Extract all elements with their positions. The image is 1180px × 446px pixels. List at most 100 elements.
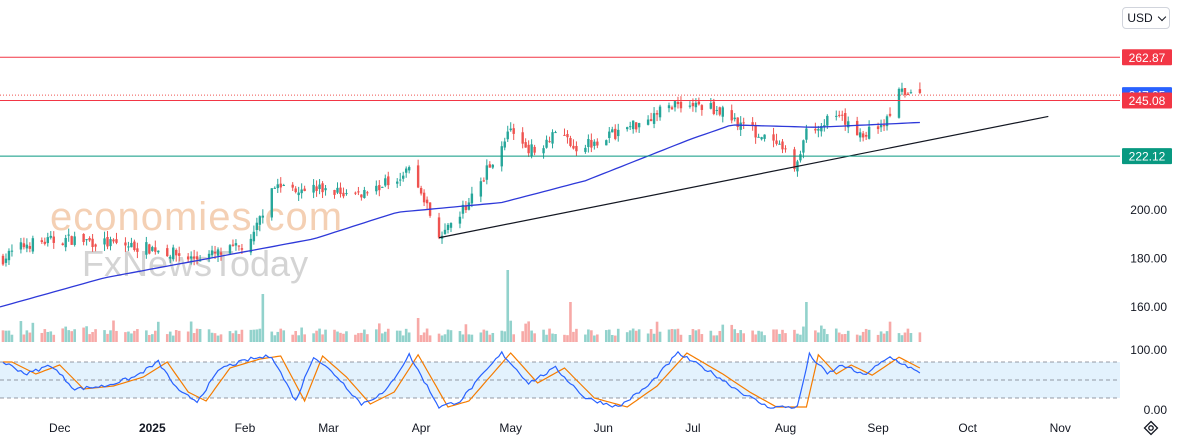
volume-bar bbox=[321, 334, 324, 342]
candle-body bbox=[778, 143, 781, 145]
volume-bar bbox=[40, 332, 44, 342]
candle-body bbox=[617, 129, 620, 137]
candle-body bbox=[458, 216, 462, 224]
volume-bar bbox=[198, 329, 202, 342]
volume-bar bbox=[649, 329, 653, 342]
candle-body bbox=[590, 139, 593, 148]
candle-body bbox=[378, 185, 381, 191]
volume-bar bbox=[784, 333, 787, 342]
candle-body bbox=[855, 120, 859, 136]
volume-bar bbox=[312, 333, 315, 342]
candle-body bbox=[422, 192, 426, 203]
candle-body bbox=[461, 204, 465, 214]
volume-bar bbox=[25, 330, 29, 342]
candle-body bbox=[67, 234, 70, 236]
volume-bar bbox=[760, 331, 763, 342]
candle-body bbox=[575, 145, 578, 152]
volume-bar bbox=[855, 334, 859, 342]
candle-body bbox=[94, 244, 97, 247]
candle-body bbox=[718, 107, 721, 115]
volume-bar bbox=[799, 334, 802, 342]
candle-body bbox=[679, 101, 683, 109]
volume-bar bbox=[145, 330, 148, 342]
candle-body bbox=[569, 138, 572, 146]
volume-bar bbox=[282, 330, 286, 342]
candle-body bbox=[387, 176, 390, 186]
volume-bar bbox=[124, 332, 127, 342]
candle-body bbox=[464, 205, 468, 211]
candle-body bbox=[793, 149, 796, 170]
candle-body bbox=[249, 238, 253, 253]
volume-bar bbox=[165, 334, 169, 342]
volume-bar bbox=[195, 328, 199, 342]
volume-bar bbox=[404, 328, 408, 342]
candle-body bbox=[485, 165, 489, 180]
time-axis-label: Nov bbox=[1050, 421, 1071, 435]
candle-body bbox=[876, 126, 880, 130]
volume-bar bbox=[446, 329, 450, 342]
level-tag bbox=[1122, 92, 1172, 109]
candle-body bbox=[739, 122, 742, 130]
volume-bar bbox=[318, 328, 321, 342]
candle-body bbox=[903, 88, 907, 95]
volume-bar bbox=[315, 330, 318, 342]
volume-bar bbox=[386, 328, 390, 342]
candle-body bbox=[219, 252, 223, 255]
candle-body bbox=[709, 103, 713, 109]
candle-body bbox=[867, 126, 871, 139]
volume-bar bbox=[673, 329, 677, 342]
volume-bar bbox=[545, 334, 548, 342]
time-axis-label: Dec bbox=[49, 421, 70, 435]
volume-bar bbox=[775, 329, 778, 342]
volume-bar bbox=[742, 333, 745, 342]
volume-bar bbox=[667, 329, 671, 342]
currency-selector[interactable]: USD bbox=[1122, 7, 1170, 29]
candle-body bbox=[91, 238, 94, 247]
candle-body bbox=[655, 113, 659, 115]
candle-body bbox=[781, 141, 784, 150]
volume-bar bbox=[485, 330, 489, 342]
volume-bar bbox=[840, 334, 844, 342]
candle-body bbox=[736, 117, 739, 127]
candle-body bbox=[375, 185, 378, 192]
volume-bar bbox=[294, 330, 297, 342]
candle-body bbox=[918, 89, 922, 93]
candle-body bbox=[103, 238, 106, 245]
gear-icon[interactable] bbox=[1143, 420, 1159, 436]
candle-body bbox=[345, 193, 348, 195]
candle-body bbox=[882, 125, 886, 127]
candle-body bbox=[482, 180, 486, 182]
candle-body bbox=[88, 238, 91, 241]
candle-body bbox=[754, 124, 757, 138]
volume-bar bbox=[333, 329, 336, 342]
volume-bar bbox=[133, 330, 136, 342]
volume-bar bbox=[846, 330, 850, 342]
volume-bar bbox=[339, 332, 342, 342]
volume-bar bbox=[273, 335, 277, 342]
candle-body bbox=[572, 145, 575, 149]
volume-bar bbox=[530, 330, 533, 342]
candle-body bbox=[357, 191, 360, 193]
candle-body bbox=[652, 113, 656, 124]
volume-bar bbox=[449, 330, 453, 342]
time-axis-label: Oct bbox=[958, 421, 977, 435]
volume-bar bbox=[127, 331, 130, 342]
candle-body bbox=[715, 110, 718, 112]
volume-bar bbox=[634, 330, 638, 342]
volume-bar bbox=[596, 334, 599, 342]
volume-bar bbox=[858, 335, 862, 342]
candle-body bbox=[240, 248, 244, 250]
candle-body bbox=[551, 132, 554, 144]
volume-bar bbox=[820, 325, 823, 342]
volume-bar bbox=[366, 334, 369, 342]
candle-body bbox=[216, 249, 220, 256]
volume-bar bbox=[336, 331, 339, 342]
volume-bar bbox=[31, 322, 35, 342]
volume-bar bbox=[207, 329, 211, 342]
candle-body bbox=[336, 187, 339, 193]
candle-body bbox=[73, 236, 76, 245]
candle-body bbox=[157, 250, 160, 253]
volume-bar bbox=[590, 330, 593, 342]
volume-bar bbox=[22, 334, 26, 342]
